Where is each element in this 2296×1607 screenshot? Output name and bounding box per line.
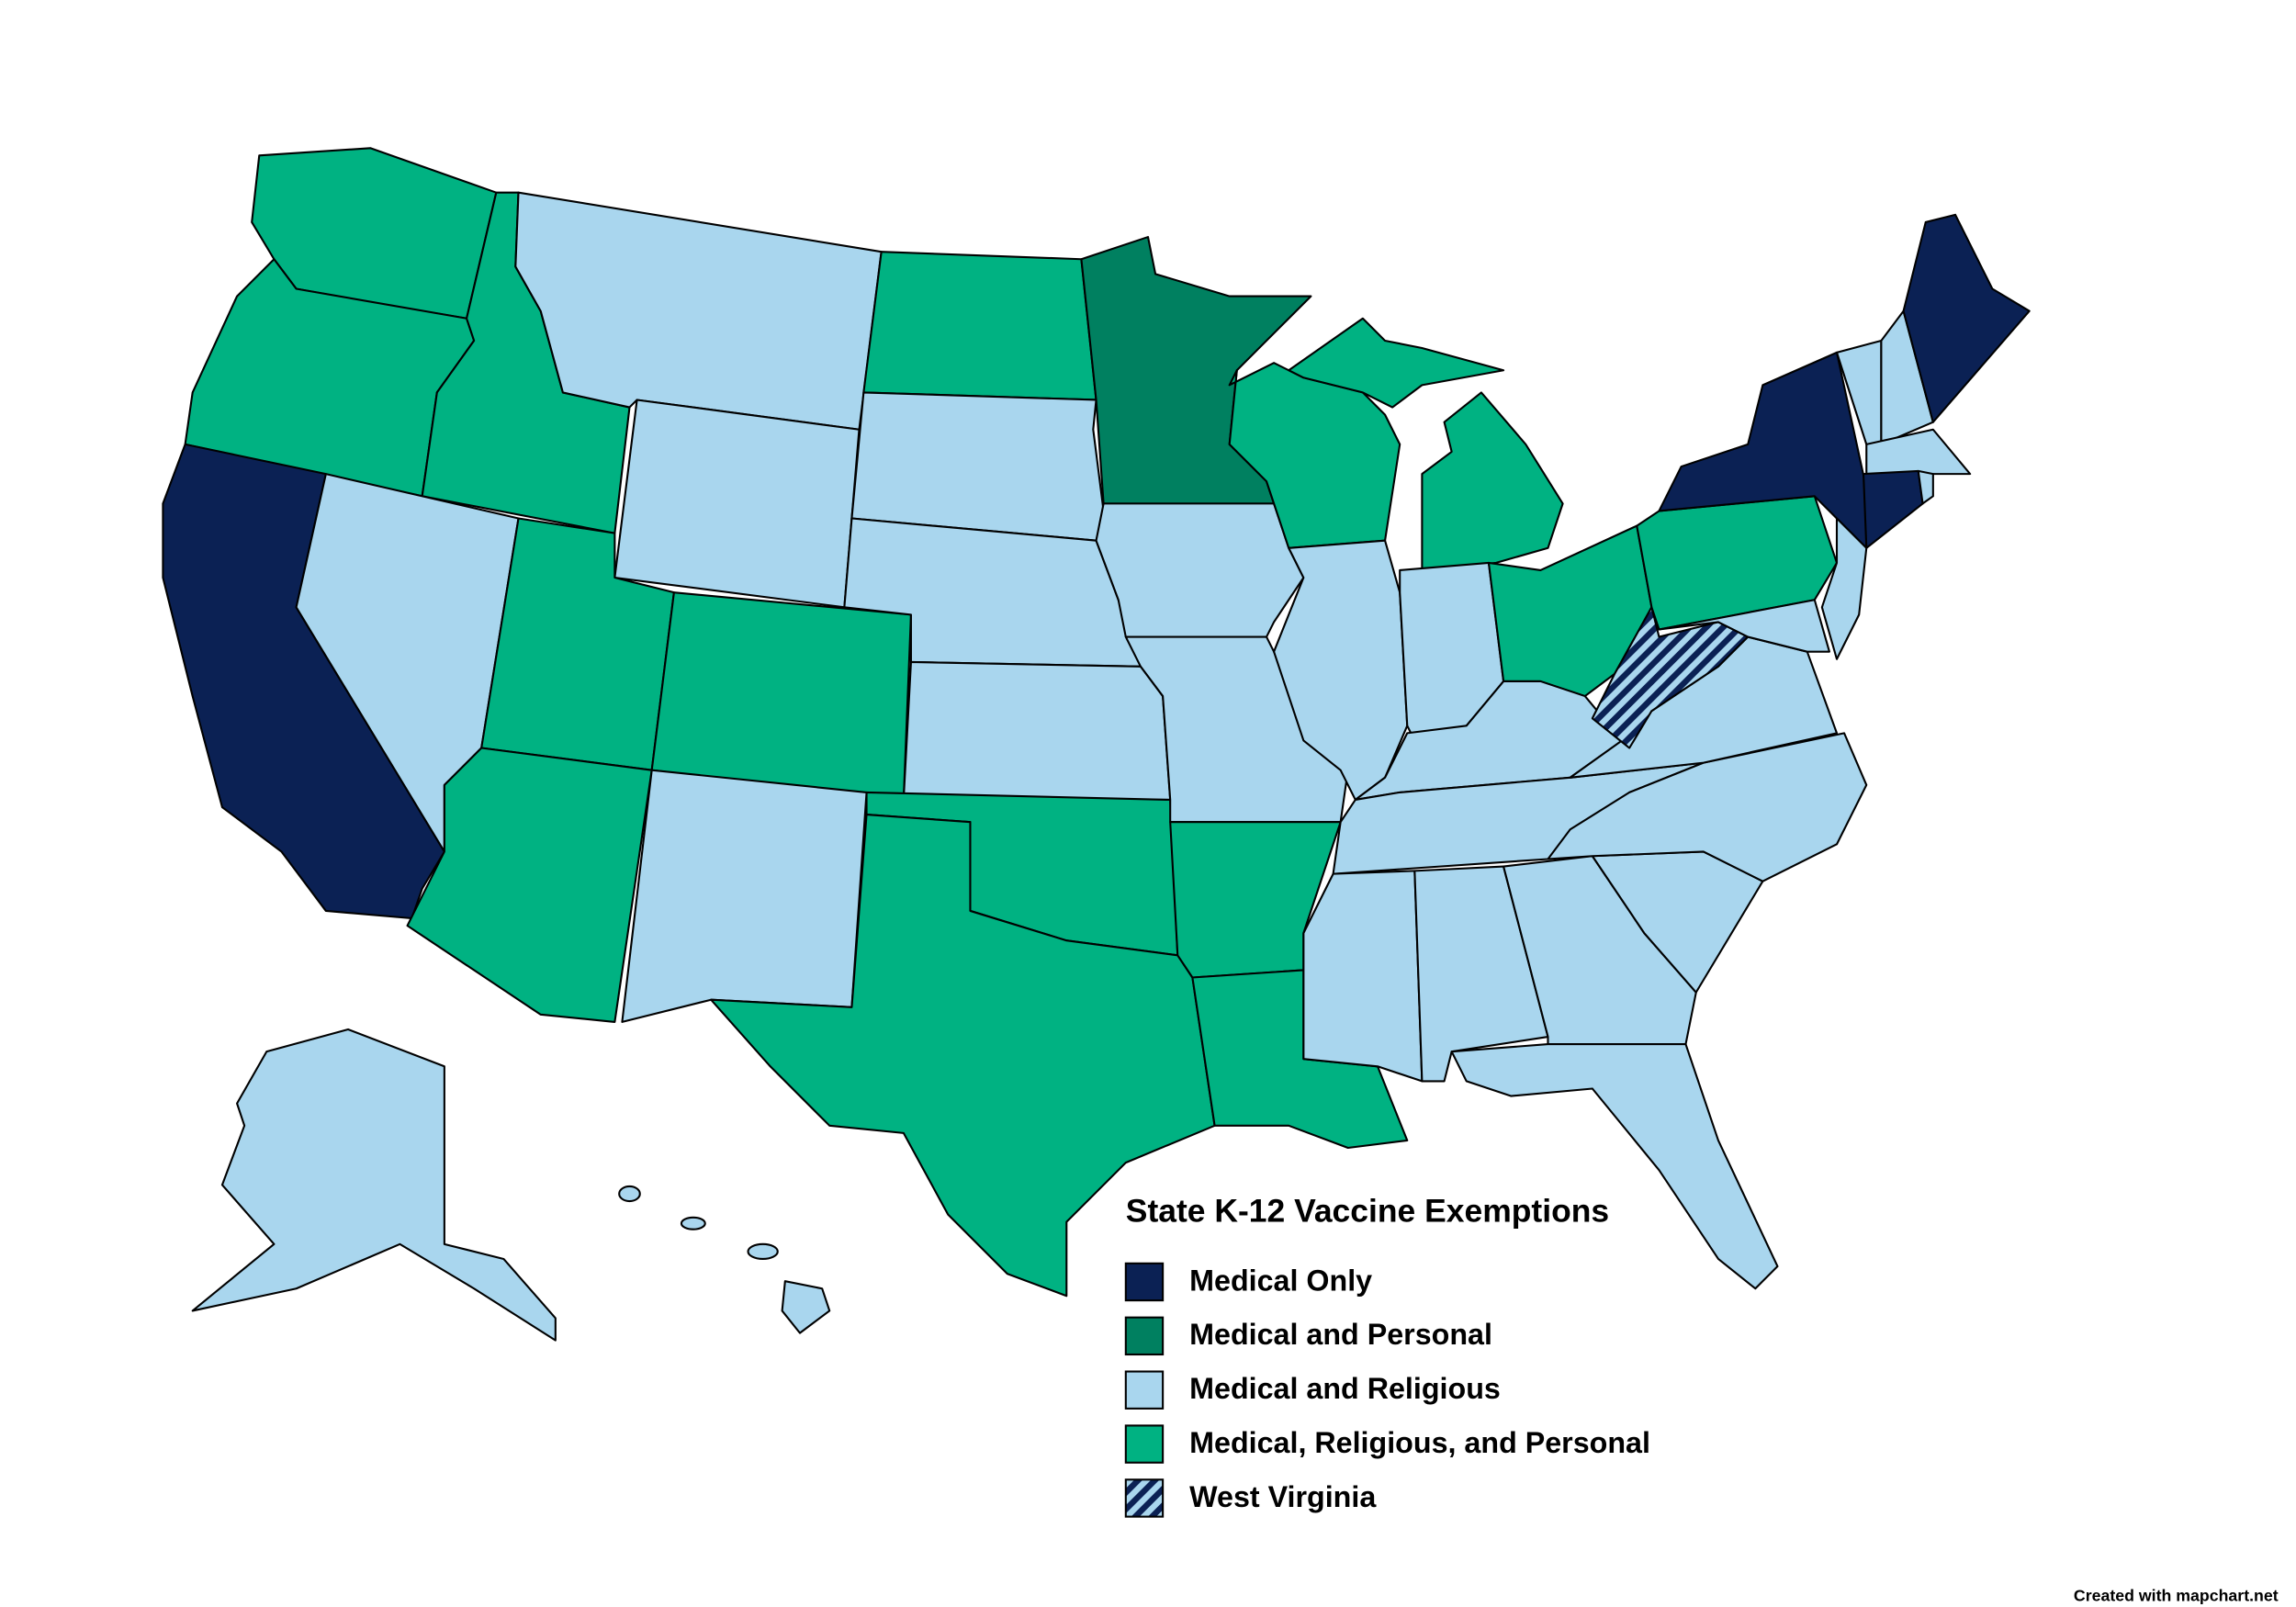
legend-swatch (1124, 1370, 1165, 1410)
state (406, 747, 653, 1023)
state (1865, 428, 1972, 476)
state (1862, 469, 1924, 549)
state (1288, 317, 1564, 572)
state (621, 769, 868, 1023)
legend-label: Medical and Religious (1189, 1372, 1501, 1405)
state (850, 391, 1105, 542)
state (862, 251, 1097, 401)
legend-swatch (1124, 1262, 1165, 1302)
state (1547, 732, 1868, 882)
legend-label: Medical Only (1189, 1264, 1372, 1297)
state (618, 1185, 831, 1334)
state (1095, 502, 1305, 638)
legend-swatch (1124, 1316, 1165, 1356)
legend-label: Medical and Personal (1189, 1318, 1492, 1351)
state (191, 1028, 557, 1342)
credit: Created with mapchart.net (2074, 1587, 2279, 1605)
state (514, 191, 883, 431)
state (1658, 599, 1830, 653)
state (1902, 213, 2031, 423)
legend-swatch (1124, 1424, 1165, 1464)
states (162, 147, 2031, 1342)
legend: Medical Only Medical and Personal Medical … (1124, 1262, 1650, 1518)
state (710, 814, 1216, 1298)
state (650, 591, 912, 802)
state (902, 660, 1172, 802)
legend-swatch (1124, 1478, 1165, 1518)
legend-title: State K-12 Vaccine Exemptions (1126, 1193, 1609, 1230)
state (1302, 870, 1424, 1083)
legend-label: Medical, Religious, and Personal (1189, 1426, 1650, 1459)
state (1917, 469, 1934, 505)
state (613, 399, 861, 609)
state (1658, 351, 1868, 549)
legend-label: West Virginia (1189, 1480, 1377, 1513)
state (1450, 1043, 1779, 1290)
